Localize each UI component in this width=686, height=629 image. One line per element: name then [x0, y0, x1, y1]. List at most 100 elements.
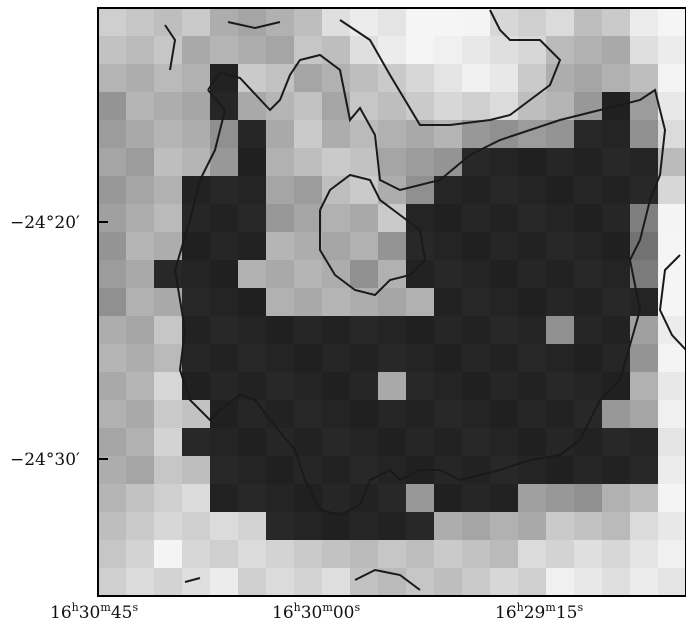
pixel: [518, 288, 547, 317]
pixel: [630, 456, 659, 485]
pixel: [238, 120, 267, 149]
pixel: [406, 344, 435, 373]
pixel: [630, 344, 659, 373]
pixel: [98, 540, 127, 569]
pixel: [378, 428, 407, 457]
pixel: [406, 512, 435, 541]
pixel: [98, 372, 127, 401]
pixel: [182, 120, 211, 149]
pixel: [266, 484, 295, 513]
number: 00: [333, 603, 355, 623]
pixel: [266, 512, 295, 541]
pixel: [154, 568, 183, 597]
pixel: [602, 428, 631, 457]
pixel: [182, 8, 211, 37]
pixel: [518, 484, 547, 513]
pixel: [266, 64, 295, 93]
pixel: [490, 204, 519, 233]
pixel: [182, 316, 211, 345]
pixel: [350, 36, 379, 65]
pixel: [462, 176, 491, 205]
pixel: [266, 120, 295, 149]
pixel: [378, 512, 407, 541]
pixel: [546, 204, 575, 233]
pixel: [294, 540, 323, 569]
pixel: [658, 120, 686, 149]
pixel: [294, 64, 323, 93]
pixel: [490, 148, 519, 177]
pixel: [378, 540, 407, 569]
pixel: [490, 540, 519, 569]
pixel: [154, 120, 183, 149]
pixel: [266, 456, 295, 485]
pixel: [266, 260, 295, 289]
pixel: [658, 64, 686, 93]
pixel: [210, 288, 239, 317]
pixel: [154, 92, 183, 121]
pixel: [266, 372, 295, 401]
pixel: [154, 64, 183, 93]
pixel: [378, 400, 407, 429]
pixel: [126, 204, 155, 233]
pixel: [462, 288, 491, 317]
pixel: [602, 260, 631, 289]
pixel: [294, 204, 323, 233]
pixel: [182, 260, 211, 289]
pixel: [154, 400, 183, 429]
pixel: [210, 204, 239, 233]
pixel: [182, 232, 211, 261]
pixel: [98, 260, 127, 289]
pixel: [294, 316, 323, 345]
pixel: [574, 148, 603, 177]
pixel: [406, 316, 435, 345]
pixel: [518, 400, 547, 429]
pixel: [574, 372, 603, 401]
pixel: [126, 456, 155, 485]
pixel: [490, 260, 519, 289]
pixel: [98, 288, 127, 317]
pixel: [182, 344, 211, 373]
pixel: [322, 316, 351, 345]
pixel: [210, 484, 239, 513]
pixel: [98, 176, 127, 205]
pixel: [406, 8, 435, 37]
pixel: [182, 176, 211, 205]
y-tick-label: −24°20′: [10, 213, 80, 233]
pixel: [658, 428, 686, 457]
pixel: [238, 400, 267, 429]
pixel: [154, 316, 183, 345]
figure: −24°20′ −24°30′ 16h30m45s 16h30m00s 16h2…: [0, 0, 686, 629]
pixel: [126, 8, 155, 37]
pixel: [602, 484, 631, 513]
pixel: [574, 36, 603, 65]
pixel: [378, 372, 407, 401]
pixel: [126, 400, 155, 429]
pixel: [658, 36, 686, 65]
pixel: [126, 372, 155, 401]
pixel: [574, 260, 603, 289]
pixel: [462, 204, 491, 233]
pixel: [434, 8, 463, 37]
pixel: [574, 484, 603, 513]
unit-superscript: h: [517, 601, 524, 614]
pixel: [630, 484, 659, 513]
pixel: [266, 344, 295, 373]
pixel: [518, 8, 547, 37]
pixel: [294, 36, 323, 65]
pixel: [322, 512, 351, 541]
pixel: [154, 484, 183, 513]
pixel: [434, 316, 463, 345]
pixel: [462, 540, 491, 569]
pixel: [462, 372, 491, 401]
pixel: [154, 148, 183, 177]
number: 30: [301, 603, 323, 623]
pixel: [462, 232, 491, 261]
pixel: [210, 540, 239, 569]
pixel: [98, 400, 127, 429]
pixel: [602, 372, 631, 401]
pixel: [434, 568, 463, 597]
pixel: [350, 568, 379, 597]
pixel: [266, 36, 295, 65]
pixel: [630, 148, 659, 177]
pixel: [322, 400, 351, 429]
